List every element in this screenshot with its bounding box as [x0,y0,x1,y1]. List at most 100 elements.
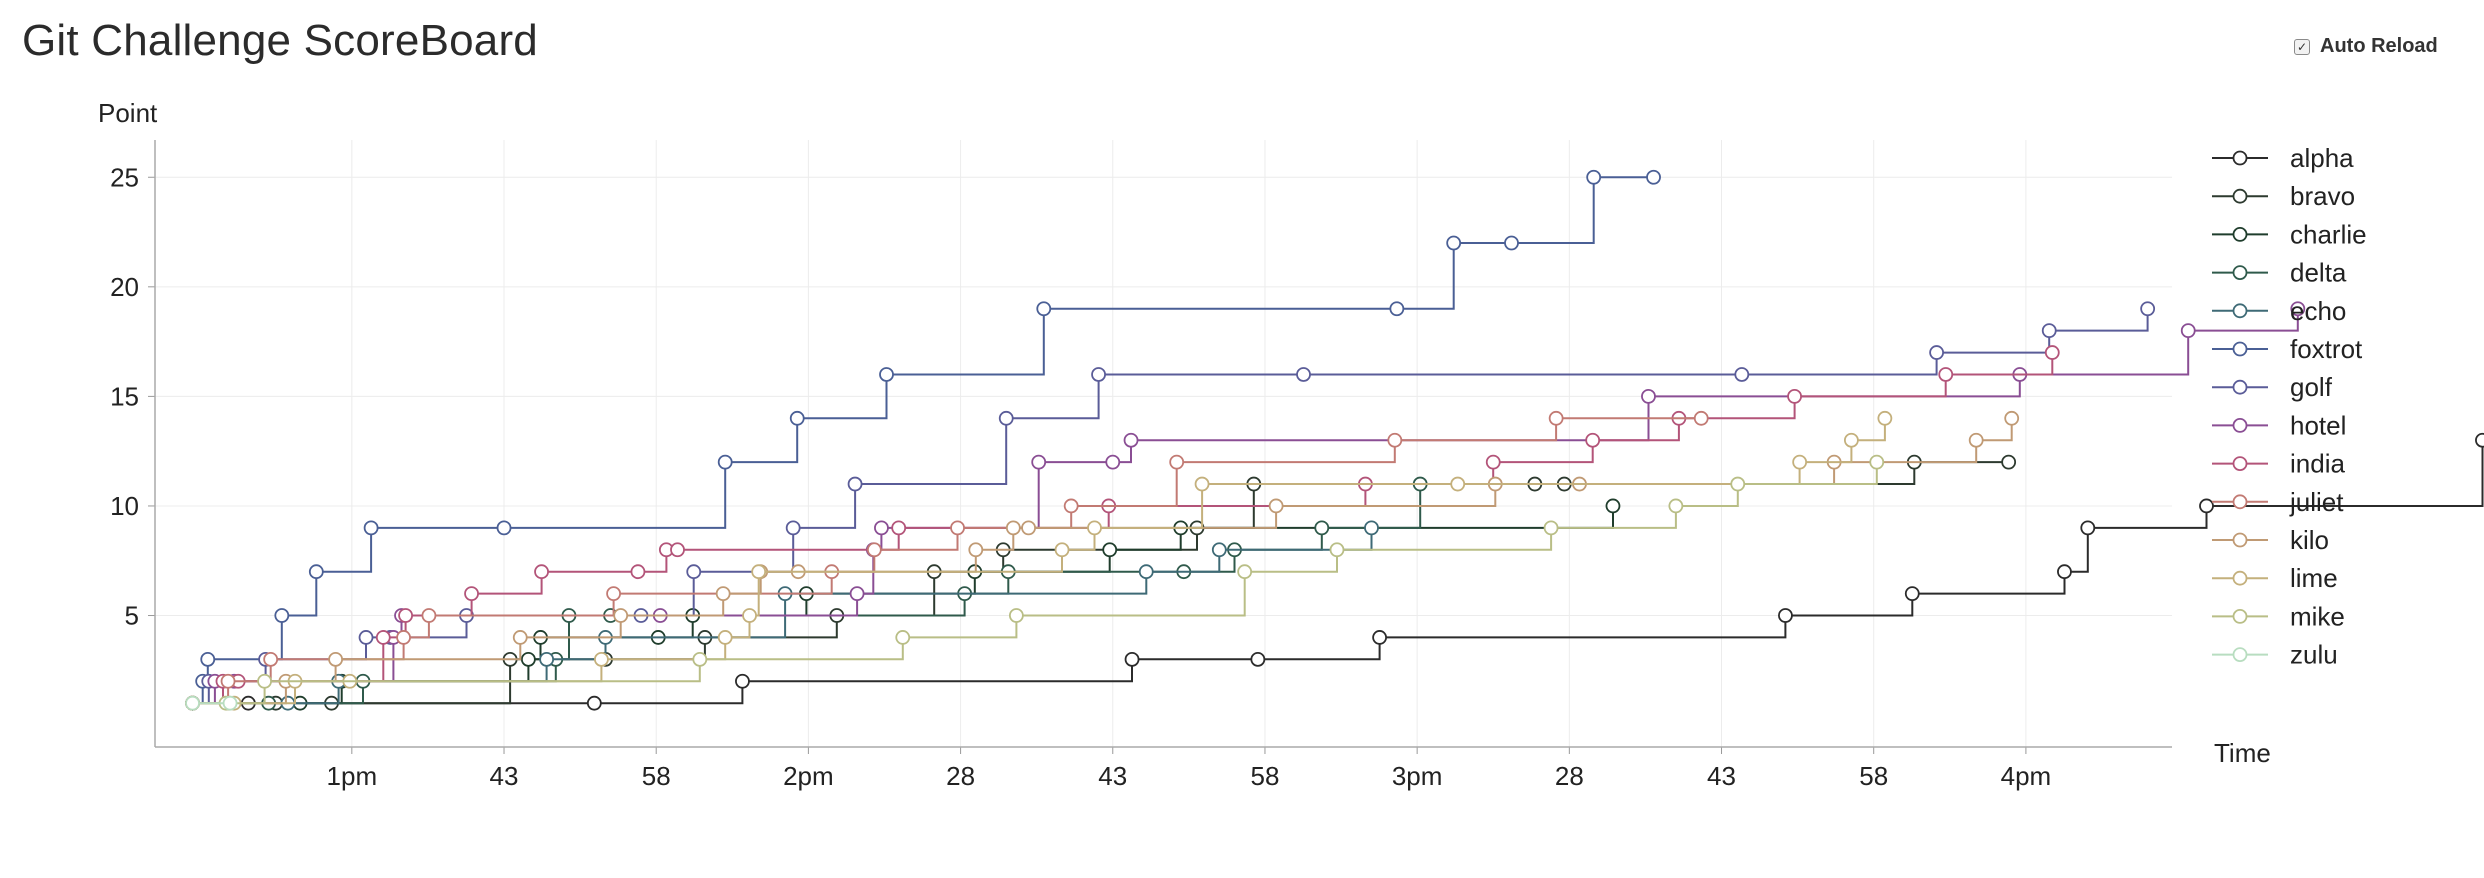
data-point-alpha[interactable] [1124,651,1140,667]
data-point-echo[interactable] [539,651,555,667]
data-point-lime[interactable] [751,564,767,580]
data-point-juliet[interactable] [1693,410,1709,426]
data-point-hotel[interactable] [1641,388,1656,404]
data-point-juliet[interactable] [866,542,882,558]
data-point-india[interactable] [2044,345,2060,360]
data-point-juliet[interactable] [1387,432,1403,448]
data-point-lime[interactable] [1877,410,1893,426]
data-point-india[interactable] [534,564,549,580]
data-point-india[interactable] [630,564,646,580]
data-point-golf[interactable] [1091,367,1106,382]
data-point-lime[interactable] [1792,454,1808,470]
legend-item-india[interactable]: india [2212,449,2345,479]
data-point-foxtrot[interactable] [496,520,512,536]
legend-item-kilo[interactable]: kilo [2212,525,2329,555]
data-point-juliet[interactable] [950,520,965,536]
legend-item-bravo[interactable]: bravo [2212,181,2355,211]
data-point-echo[interactable] [1364,520,1379,536]
data-point-foxtrot[interactable] [789,410,805,426]
data-point-mike[interactable] [1008,608,1024,623]
data-point-kilo[interactable] [1005,520,1021,536]
data-point-juliet[interactable] [421,608,437,623]
data-point-echo[interactable] [1138,564,1154,580]
data-point-foxtrot[interactable] [1504,235,1519,251]
data-point-echo[interactable] [1211,542,1227,558]
legend-item-foxtrot[interactable]: foxtrot [2212,334,2363,364]
data-point-india[interactable] [375,630,391,645]
data-point-hotel[interactable] [1123,432,1139,448]
data-point-lime[interactable] [1450,476,1466,492]
data-point-alpha[interactable] [1904,586,1920,602]
data-point-lime[interactable] [1194,476,1210,492]
data-point-india[interactable] [1485,454,1501,470]
data-point-foxtrot[interactable] [363,520,379,536]
data-point-foxtrot[interactable] [200,651,216,667]
data-point-india[interactable] [1787,388,1802,404]
legend-item-delta[interactable]: delta [2212,258,2347,288]
data-point-alpha[interactable] [2080,520,2096,536]
data-point-hotel[interactable] [874,520,889,536]
data-point-alpha[interactable] [1372,630,1388,645]
auto-reload-checkbox[interactable]: ✓ [2294,38,2310,55]
data-point-mike[interactable] [692,651,708,667]
data-point-foxtrot[interactable] [1036,301,1052,317]
data-point-foxtrot[interactable] [274,608,290,623]
data-point-golf[interactable] [358,630,374,645]
data-point-india[interactable] [1585,432,1601,448]
data-point-mike[interactable] [895,630,911,645]
data-point-india[interactable] [891,520,907,536]
data-point-india[interactable] [670,542,685,558]
data-point-golf[interactable] [1296,367,1311,382]
data-point-golf[interactable] [686,564,702,580]
data-point-juliet[interactable] [396,630,411,645]
legend-item-mike[interactable]: mike [2212,601,2345,631]
data-point-kilo[interactable] [1021,520,1036,536]
data-point-alpha[interactable] [2475,432,2484,448]
legend-item-echo[interactable]: echo [2212,296,2346,326]
data-point-zulu[interactable] [222,695,238,711]
data-point-zulu[interactable] [185,695,200,711]
data-point-foxtrot[interactable] [308,564,324,580]
data-point-mike[interactable] [1543,520,1559,536]
auto-reload-toggle[interactable]: ✓ Auto Reload [2294,35,2438,58]
data-point-mike[interactable] [1237,564,1253,580]
data-point-mike[interactable] [1668,498,1684,514]
data-point-kilo[interactable] [1268,498,1284,514]
legend-item-zulu[interactable]: zulu [2212,640,2338,670]
data-point-foxtrot[interactable] [1446,235,1462,251]
data-point-india[interactable] [464,586,479,602]
data-point-foxtrot[interactable] [717,454,733,470]
data-point-golf[interactable] [1929,345,1945,360]
legend-item-lime[interactable]: lime [2212,563,2338,593]
data-point-kilo[interactable] [2004,410,2020,426]
data-point-kilo[interactable] [715,586,731,602]
data-point-charlie[interactable] [1605,498,1621,514]
data-point-lime[interactable] [1087,520,1102,536]
data-point-kilo[interactable] [328,651,343,667]
data-point-hotel[interactable] [1031,454,1047,470]
data-point-charlie[interactable] [520,651,536,667]
legend-item-charlie[interactable]: charlie [2212,219,2367,249]
data-point-foxtrot[interactable] [879,367,894,382]
data-point-lime[interactable] [1843,432,1859,448]
data-point-alpha[interactable] [586,695,602,711]
data-point-charlie[interactable] [1102,542,1118,558]
data-point-lime[interactable] [1054,542,1070,558]
data-point-alpha[interactable] [2057,564,2072,580]
data-point-kilo[interactable] [968,542,984,558]
data-point-foxtrot[interactable] [1646,169,1661,185]
data-point-golf[interactable] [785,520,801,536]
data-point-delta[interactable] [1314,520,1330,536]
data-point-juliet[interactable] [1548,410,1564,426]
data-point-golf[interactable] [1734,367,1750,382]
legend-item-golf[interactable]: golf [2212,372,2333,402]
legend-item-juliet[interactable]: juliet [2212,487,2344,517]
data-point-hotel[interactable] [1105,454,1121,470]
data-point-lime[interactable] [742,608,757,623]
data-point-foxtrot[interactable] [1389,301,1405,317]
data-point-alpha[interactable] [2199,498,2214,514]
data-point-kilo[interactable] [512,630,528,645]
data-point-alpha[interactable] [1778,608,1793,623]
data-point-foxtrot[interactable] [1586,169,1602,185]
data-point-hotel[interactable] [2290,301,2306,317]
